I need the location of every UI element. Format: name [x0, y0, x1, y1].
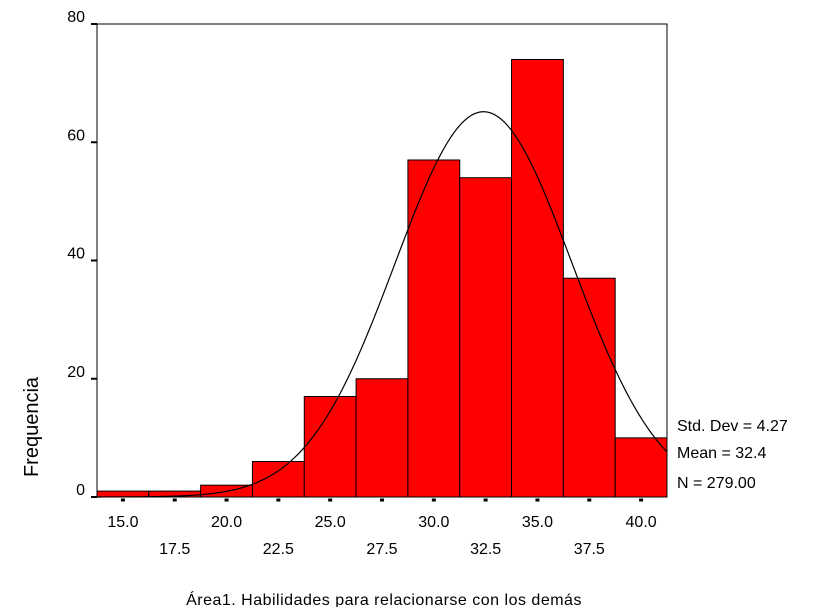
bars-group	[96, 58, 668, 498]
std-dev-label: Std. Dev = 4.27	[677, 418, 788, 435]
mean-label: Mean = 32.4	[677, 445, 767, 462]
x-tick-label: 15.0	[107, 514, 138, 531]
x-tick-label: 40.0	[626, 514, 657, 531]
normal-curve	[97, 111, 668, 498]
histogram-bar	[303, 395, 357, 498]
histogram-bar	[251, 461, 305, 498]
y-tick-label: 80	[67, 9, 85, 26]
x-tick-label: 32.5	[470, 541, 501, 558]
n-label: N = 279.00	[677, 475, 756, 492]
normal-curve-group	[97, 111, 668, 498]
x-axis-title: Área1. Habilidades para relacionarse con…	[186, 590, 582, 607]
x-tick-label: 30.0	[418, 514, 449, 531]
histogram-bar	[96, 490, 150, 498]
y-axis: 0 20 40 60 80	[67, 9, 97, 499]
y-tick-label: 20	[67, 364, 85, 381]
x-tick-label: 25.0	[315, 514, 346, 531]
y-axis-title: Frequencia	[21, 376, 43, 477]
histogram-bar	[355, 378, 409, 498]
y-tick-label: 40	[67, 246, 85, 263]
x-tick-label: 20.0	[211, 514, 242, 531]
x-tick-label: 22.5	[263, 541, 294, 558]
x-tick-label: 27.5	[366, 541, 397, 558]
histogram-bar	[511, 58, 564, 498]
histogram-bar	[459, 177, 513, 498]
y-tick-label: 60	[67, 127, 85, 144]
y-tick-label: 0	[76, 482, 85, 499]
x-axis: 15.0 20.0 25.0 30.0 35.0 40.0 17.5 22.5 27.5 32.5…	[107, 498, 657, 558]
x-tick-label: 35.0	[522, 514, 553, 531]
histogram-bar	[562, 277, 616, 498]
x-tick-label: 17.5	[159, 541, 190, 558]
histogram-bar	[614, 437, 668, 498]
x-tick-label: 37.5	[574, 541, 605, 558]
